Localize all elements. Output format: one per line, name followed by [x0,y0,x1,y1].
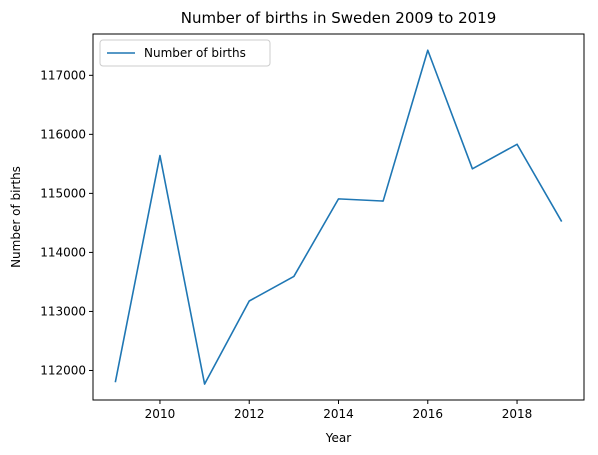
legend: Number of births [100,40,270,66]
y-tick-label: 113000 [40,304,86,318]
x-tick-label: 2014 [323,407,354,421]
x-axis-label: Year [325,431,351,445]
x-tick-label: 2012 [234,407,265,421]
legend-label: Number of births [144,46,246,60]
y-axis: 112000 113000 114000 115000 116000 117000 [40,68,93,377]
series-layer [115,50,561,384]
x-axis: 2010 2012 2014 2016 2018 [145,400,533,421]
y-axis-label: Number of births [9,166,23,268]
series-line [115,50,561,384]
x-tick-label: 2016 [412,407,443,421]
chart-title: Number of births in Sweden 2009 to 2019 [181,9,497,27]
y-tick-label: 117000 [40,68,86,82]
y-tick-label: 114000 [40,245,86,259]
y-tick-label: 115000 [40,186,86,200]
plot-area [93,34,584,400]
x-tick-label: 2018 [502,407,533,421]
x-tick-label: 2010 [145,407,176,421]
y-tick-label: 112000 [40,363,86,377]
y-tick-label: 116000 [40,127,86,141]
